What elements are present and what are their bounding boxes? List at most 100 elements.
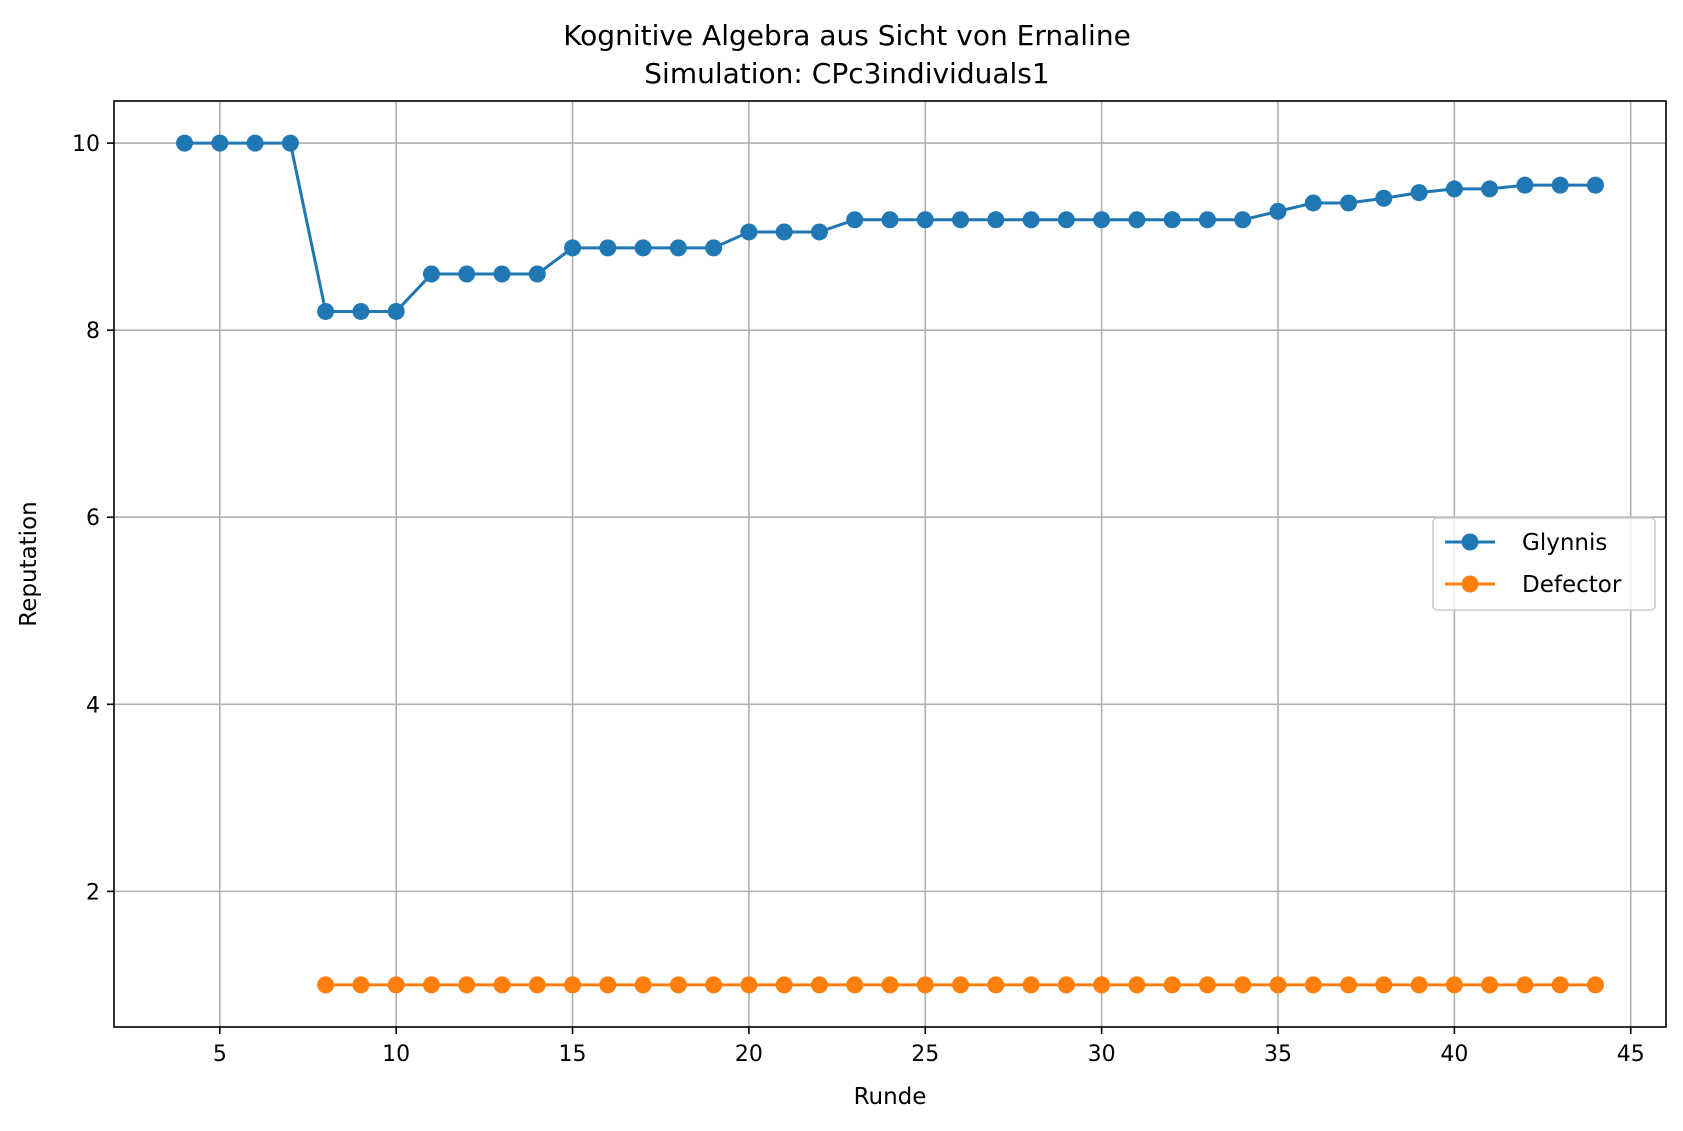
data-point: [1481, 180, 1499, 198]
legend-label: Glynnis: [1522, 530, 1607, 556]
series-layer: [176, 134, 1604, 994]
data-point: [422, 265, 440, 283]
data-point: [810, 223, 828, 241]
data-point: [564, 239, 582, 257]
data-point: [634, 239, 652, 257]
data-point: [881, 976, 899, 994]
data-point: [740, 223, 758, 241]
plot-frame: [113, 100, 1667, 1028]
x-tick-label: 10: [382, 1042, 410, 1067]
data-point: [1586, 176, 1604, 194]
y-tick-label: 10: [72, 132, 100, 157]
x-tick-label: 30: [1088, 1042, 1116, 1067]
data-point: [1410, 976, 1428, 994]
data-point: [1304, 194, 1322, 212]
data-point: [669, 976, 687, 994]
y-tick-label: 6: [86, 506, 100, 531]
data-point: [387, 302, 405, 320]
data-point: [846, 211, 864, 229]
data-point: [1481, 976, 1499, 994]
x-tick-label: 5: [213, 1042, 227, 1067]
data-point: [987, 976, 1005, 994]
grid: [114, 101, 1666, 1027]
data-point: [1586, 976, 1604, 994]
data-point: [1128, 976, 1146, 994]
data-point: [317, 302, 335, 320]
data-point: [1198, 976, 1216, 994]
data-point: [1304, 976, 1322, 994]
data-point: [493, 265, 511, 283]
x-tick-label: 15: [559, 1042, 587, 1067]
x-tick-label: 20: [735, 1042, 763, 1067]
data-point: [317, 976, 335, 994]
legend-item: Glynnis: [1445, 530, 1607, 556]
data-point: [705, 239, 723, 257]
data-point: [705, 976, 723, 994]
data-point: [952, 976, 970, 994]
data-point: [916, 211, 934, 229]
data-point: [1093, 976, 1111, 994]
chart-subtitle: Simulation: CPc3individuals1: [644, 57, 1049, 90]
data-point: [1198, 211, 1216, 229]
data-point: [1269, 202, 1287, 220]
data-point: [176, 134, 194, 152]
data-point: [846, 976, 864, 994]
data-point: [775, 976, 793, 994]
y-axis-label: Reputation: [16, 501, 42, 626]
data-point: [740, 976, 758, 994]
legend-swatch-marker: [1461, 575, 1479, 593]
x-tick-label: 35: [1264, 1042, 1292, 1067]
data-point: [1093, 211, 1111, 229]
chart-title: Kognitive Algebra aus Sicht von Ernaline: [563, 19, 1131, 52]
series-defector: [317, 976, 1604, 994]
data-point: [211, 134, 229, 152]
data-point: [599, 976, 617, 994]
data-point: [1269, 976, 1287, 994]
data-point: [1445, 976, 1463, 994]
data-point: [1128, 211, 1146, 229]
data-point: [1410, 184, 1428, 202]
data-point: [1375, 189, 1393, 207]
y-tick-label: 2: [86, 880, 100, 905]
x-axis-label: Runde: [854, 1084, 927, 1110]
data-point: [352, 302, 370, 320]
x-tick-label: 25: [911, 1042, 939, 1067]
data-point: [422, 976, 440, 994]
data-point: [881, 211, 899, 229]
series-glynnis: [176, 134, 1604, 320]
data-point: [1375, 976, 1393, 994]
data-point: [916, 976, 934, 994]
data-point: [987, 211, 1005, 229]
data-point: [810, 976, 828, 994]
data-point: [1340, 194, 1358, 212]
data-point: [1234, 976, 1252, 994]
data-point: [493, 976, 511, 994]
data-point: [1163, 211, 1181, 229]
data-point: [1163, 976, 1181, 994]
x-tick-label: 45: [1617, 1042, 1645, 1067]
data-point: [246, 134, 264, 152]
x-tick-label: 40: [1440, 1042, 1468, 1067]
data-point: [1022, 976, 1040, 994]
legend: Glynnis Defector: [1432, 517, 1656, 611]
data-point: [775, 223, 793, 241]
legend-label: Defector: [1522, 572, 1622, 598]
legend-item: Defector: [1445, 572, 1622, 598]
data-point: [1551, 976, 1569, 994]
data-point: [1234, 211, 1252, 229]
data-point: [458, 976, 476, 994]
data-point: [599, 239, 617, 257]
data-point: [564, 976, 582, 994]
data-point: [1516, 176, 1534, 194]
y-tick-label: 4: [86, 693, 100, 718]
data-point: [952, 211, 970, 229]
data-point: [1445, 180, 1463, 198]
legend-swatch-marker: [1461, 533, 1479, 551]
y-tick-label: 8: [86, 319, 100, 344]
data-point: [1057, 211, 1075, 229]
data-point: [634, 976, 652, 994]
data-point: [528, 265, 546, 283]
data-point: [669, 239, 687, 257]
data-point: [387, 976, 405, 994]
